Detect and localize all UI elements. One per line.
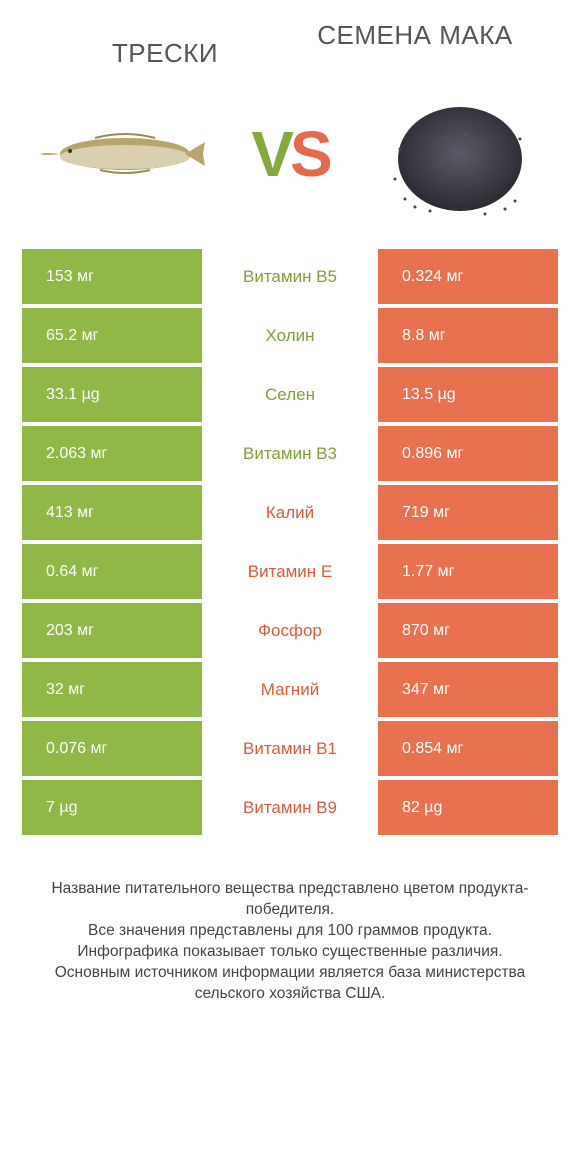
title-right: СЕМЕНА МАКА [290, 20, 540, 51]
poppy-seeds-image [370, 89, 550, 219]
table-row: 153 мгВитамин B50.324 мг [22, 249, 558, 304]
nutrient-label: Селен [202, 367, 378, 422]
value-right: 719 мг [378, 485, 558, 540]
value-right: 82 µg [378, 780, 558, 835]
footer-line: Все значения представлены для 100 граммо… [24, 921, 556, 942]
value-right: 0.896 мг [378, 426, 558, 481]
nutrient-label: Витамин B1 [202, 721, 378, 776]
value-left: 0.076 мг [22, 721, 202, 776]
table-row: 7 µgВитамин B982 µg [22, 780, 558, 835]
table-row: 32 мгМагний347 мг [22, 662, 558, 717]
value-left: 7 µg [22, 780, 202, 835]
value-right: 0.324 мг [378, 249, 558, 304]
value-left: 33.1 µg [22, 367, 202, 422]
header-titles: ТРЕСКИ СЕМЕНА МАКА [0, 0, 580, 69]
vs-s: S [290, 118, 329, 190]
value-left: 2.063 мг [22, 426, 202, 481]
nutrient-label: Витамин B9 [202, 780, 378, 835]
images-row: VS [0, 69, 580, 249]
value-right: 347 мг [378, 662, 558, 717]
value-left: 203 мг [22, 603, 202, 658]
vs-label: VS [251, 117, 328, 191]
value-right: 1.77 мг [378, 544, 558, 599]
table-row: 0.64 мгВитамин E1.77 мг [22, 544, 558, 599]
value-right: 8.8 мг [378, 308, 558, 363]
footer-line: Название питательного вещества представл… [24, 879, 556, 921]
footer-line: Инфографика показывает только существенн… [24, 942, 556, 963]
nutrient-label: Фосфор [202, 603, 378, 658]
value-right: 0.854 мг [378, 721, 558, 776]
vs-v: V [251, 118, 290, 190]
value-right: 870 мг [378, 603, 558, 658]
table-row: 65.2 мгХолин8.8 мг [22, 308, 558, 363]
footer-line: Основным источником информации является … [24, 963, 556, 1005]
nutrient-label: Магний [202, 662, 378, 717]
nutrient-label: Витамин B5 [202, 249, 378, 304]
nutrient-label: Витамин B3 [202, 426, 378, 481]
value-left: 0.64 мг [22, 544, 202, 599]
table-row: 2.063 мгВитамин B30.896 мг [22, 426, 558, 481]
value-left: 32 мг [22, 662, 202, 717]
value-left: 413 мг [22, 485, 202, 540]
value-left: 65.2 мг [22, 308, 202, 363]
comparison-table: 153 мгВитамин B50.324 мг65.2 мгХолин8.8 … [0, 249, 580, 835]
nutrient-label: Витамин E [202, 544, 378, 599]
value-right: 13.5 µg [378, 367, 558, 422]
footer-notes: Название питательного вещества представл… [0, 839, 580, 1005]
table-row: 33.1 µgСелен13.5 µg [22, 367, 558, 422]
title-left: ТРЕСКИ [40, 38, 290, 69]
value-left: 153 мг [22, 249, 202, 304]
cod-fish-image [30, 89, 210, 219]
nutrient-label: Калий [202, 485, 378, 540]
table-row: 203 мгФосфор870 мг [22, 603, 558, 658]
nutrient-label: Холин [202, 308, 378, 363]
table-row: 0.076 мгВитамин B10.854 мг [22, 721, 558, 776]
table-row: 413 мгКалий719 мг [22, 485, 558, 540]
